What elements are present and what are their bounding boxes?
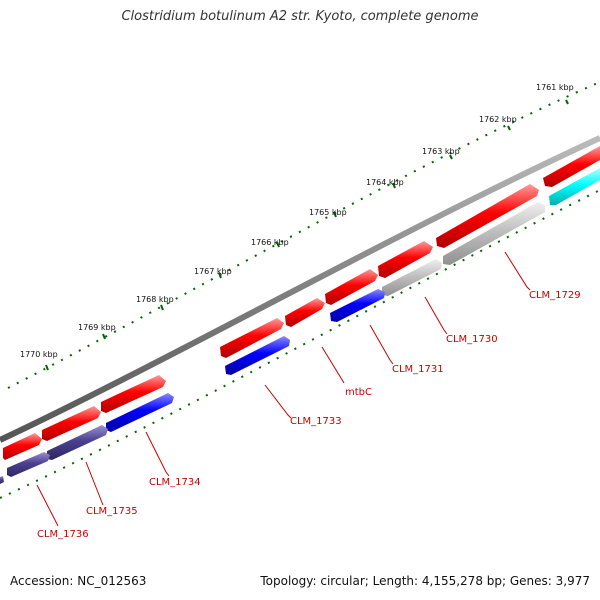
scale-label: 1767 kbp <box>194 267 232 276</box>
label-leader <box>424 296 448 335</box>
scale-tick <box>276 241 280 248</box>
reverse-gene-partial[interactable] <box>0 476 4 484</box>
accession-text: Accession: NC_012563 <box>10 574 147 588</box>
label-leader <box>264 384 292 419</box>
scale-label: 1769 kbp <box>78 323 116 332</box>
forward-gene[interactable] <box>543 146 600 187</box>
label-leader <box>36 484 59 527</box>
scale-label: 1764 kbp <box>366 178 404 187</box>
scale-label: 1770 kbp <box>20 350 58 359</box>
scale-label: 1765 kbp <box>309 208 347 217</box>
reverse-gene-clm1736[interactable] <box>7 452 50 477</box>
reverse-gene-clm1734[interactable] <box>106 393 174 432</box>
label-leader <box>85 461 104 506</box>
gene-label-clm1736[interactable]: CLM_1736 <box>37 529 89 540</box>
forward-gene[interactable] <box>3 433 42 460</box>
scale-tick <box>218 272 222 279</box>
gene-label-clm1735[interactable]: CLM_1735 <box>86 506 138 517</box>
forward-gene[interactable] <box>325 269 378 305</box>
gene-label-mtbc[interactable]: mtbC <box>345 387 372 398</box>
label-leader <box>321 346 345 384</box>
label-leader <box>145 431 170 477</box>
forward-gene[interactable] <box>436 184 539 248</box>
reverse-gene-clm1731[interactable] <box>330 289 385 322</box>
scale-tick <box>45 364 49 371</box>
reverse-gene-clm1735[interactable] <box>47 425 108 460</box>
inner-scale-arc <box>0 189 600 499</box>
label-leader <box>504 251 531 291</box>
reverse-strand <box>0 168 600 484</box>
gene-label-clm1733[interactable]: CLM_1733 <box>290 416 342 427</box>
forward-gene[interactable] <box>285 298 325 327</box>
scale-tick <box>102 333 106 340</box>
scale-tick <box>392 182 396 189</box>
forward-gene[interactable] <box>101 375 166 413</box>
reverse-gene-clm1730[interactable] <box>382 259 442 296</box>
gene-label-clm1734[interactable]: CLM_1734 <box>149 477 201 488</box>
forward-gene[interactable] <box>378 241 433 278</box>
scale-tick <box>565 99 569 105</box>
scale-tick <box>160 304 164 311</box>
reverse-gene-cyan[interactable] <box>549 168 600 205</box>
forward-strand <box>3 146 600 460</box>
reverse-gene-clm1733[interactable] <box>225 336 290 375</box>
scale-ticks <box>45 99 569 371</box>
scale-label: 1761 kbp <box>536 83 574 92</box>
forward-gene[interactable] <box>220 318 284 358</box>
outer-scale-arc <box>7 81 600 389</box>
scale-tick <box>449 154 453 160</box>
reverse-gene-clm1729[interactable] <box>443 202 545 265</box>
gene-label-clm1729[interactable]: CLM_1729 <box>529 290 581 301</box>
map-title: Clostridium botulinum A2 str. Kyoto, com… <box>121 9 479 24</box>
label-leader <box>369 324 394 365</box>
gene-label-clm1731[interactable]: CLM_1731 <box>392 364 444 375</box>
scale-label: 1763 kbp <box>422 147 460 156</box>
genome-backbone <box>0 135 600 443</box>
scale-label: 1762 kbp <box>479 115 517 124</box>
topology-text: Topology: circular; Length: 4,155,278 bp… <box>260 574 590 588</box>
gene-label-clm1730[interactable]: CLM_1730 <box>446 334 498 345</box>
forward-gene[interactable] <box>42 406 101 441</box>
scale-label: 1768 kbp <box>136 295 174 304</box>
scale-tick <box>507 125 511 131</box>
scale-tick <box>333 211 337 218</box>
scale-label: 1766 kbp <box>251 238 289 247</box>
